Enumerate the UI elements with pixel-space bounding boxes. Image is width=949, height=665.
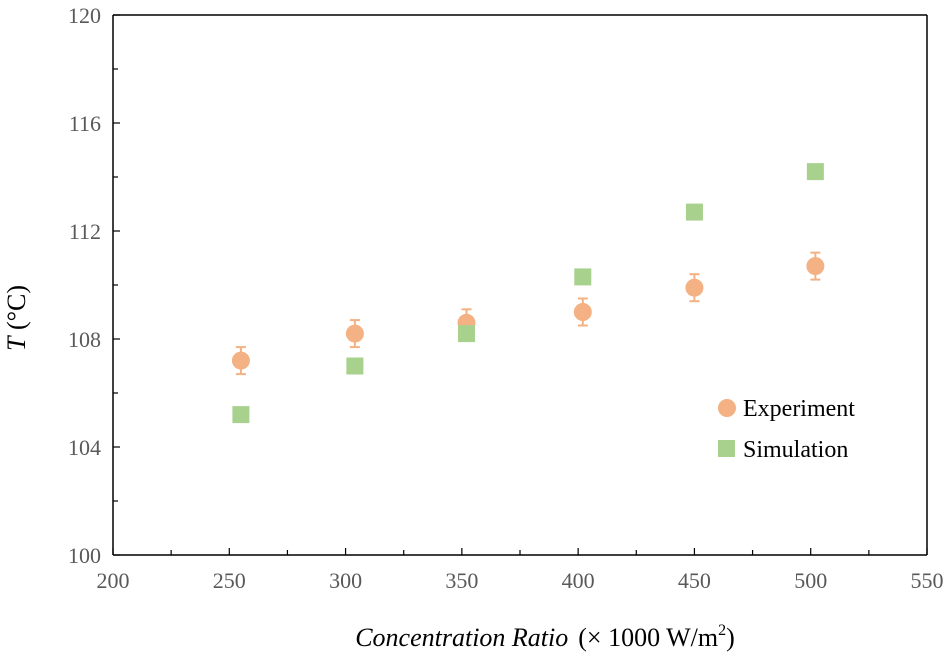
x-tick-label: 250 <box>213 568 246 593</box>
legend-label-experiment: Experiment <box>743 396 855 422</box>
y-tick-label: 100 <box>68 543 101 568</box>
y-axis-variable: T <box>2 335 31 351</box>
data-point-simulation <box>232 406 250 424</box>
series-experiment <box>231 251 825 376</box>
x-axis-unit: (× 1000 W/m <box>578 623 718 652</box>
y-tick-label: 108 <box>68 327 101 352</box>
y-tick-label: 112 <box>69 219 101 244</box>
x-axis-unit-close: ) <box>726 623 735 652</box>
data-point-experiment <box>806 257 825 276</box>
x-tick-label: 400 <box>562 568 595 593</box>
y-tick-label: 116 <box>69 111 101 136</box>
data-point-simulation <box>458 325 476 343</box>
data-point-experiment <box>231 351 250 370</box>
legend-marker-simulation <box>718 440 735 457</box>
y-tick-label: 120 <box>68 3 101 28</box>
data-point-experiment <box>573 303 592 321</box>
legend-label-simulation: Simulation <box>743 437 848 463</box>
data-point-experiment <box>685 278 704 297</box>
y-tick-label: 104 <box>68 435 101 460</box>
x-axis-unit-superscript: 2 <box>718 622 726 639</box>
legend: Experiment Simulation <box>718 396 855 463</box>
y-axis-title: T (°C) <box>2 285 31 351</box>
y-axis-unit: (°C) <box>2 285 31 337</box>
data-point-simulation <box>685 203 703 221</box>
x-tick-label: 200 <box>97 568 130 593</box>
series-simulation <box>232 163 824 424</box>
series-group <box>231 163 825 424</box>
x-tick-label: 450 <box>678 568 711 593</box>
x-tick-label: 500 <box>794 568 827 593</box>
x-tick-label: 300 <box>329 568 362 593</box>
legend-marker-experiment <box>718 399 736 417</box>
data-point-experiment <box>345 324 364 343</box>
x-tick-label: 350 <box>445 568 478 593</box>
data-point-simulation <box>346 357 364 375</box>
x-axis-title: Concentration Ratio (× 1000 W/m2) <box>355 622 735 652</box>
data-point-simulation <box>574 268 592 286</box>
x-axis-main-label: Concentration Ratio <box>355 623 568 652</box>
x-tick-label: 550 <box>911 568 944 593</box>
axes-group: 100 104 108 112 116 120 200 250 300 350 400 450 500 5… <box>68 3 944 593</box>
data-point-simulation <box>806 163 824 181</box>
